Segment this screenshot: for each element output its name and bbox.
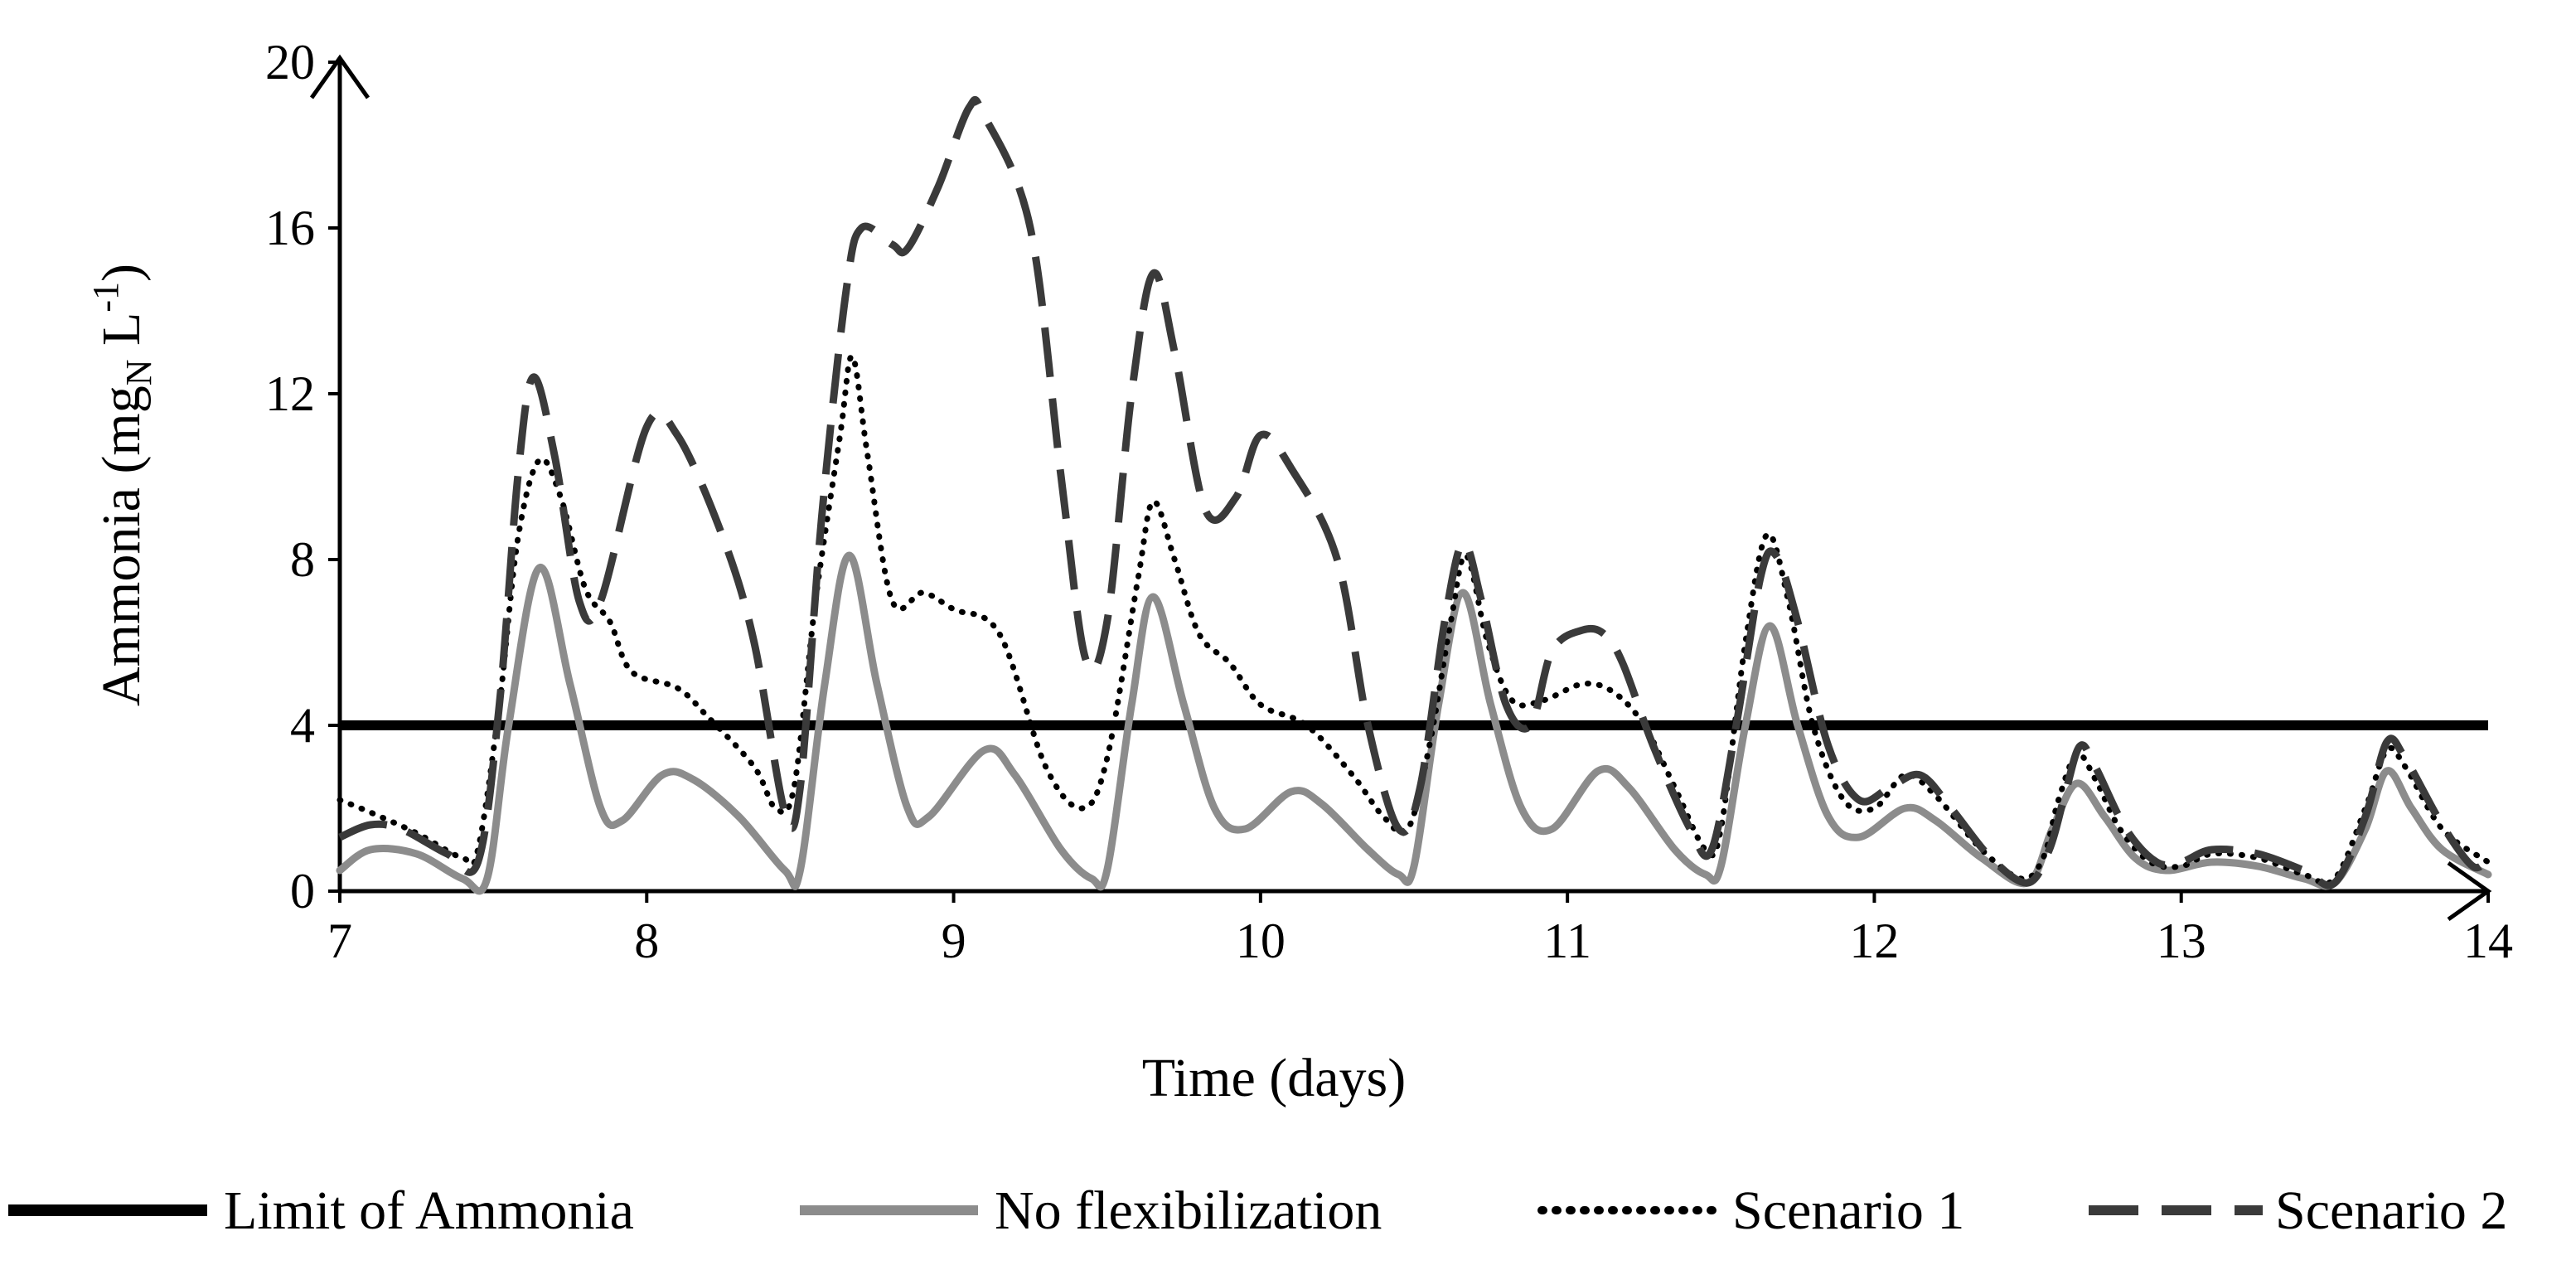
y-tick-label: 12: [265, 366, 315, 421]
x-tick-label: 14: [2463, 914, 2513, 968]
series-scenario-2: [338, 96, 2491, 889]
y-axis-title-unit: L: [91, 313, 152, 360]
y-axis-title-close: ): [91, 264, 152, 282]
x-tick-label: 10: [1236, 914, 1286, 968]
x-tick-label: 13: [2157, 914, 2206, 968]
axes: [309, 54, 2492, 922]
y-axis-title-sup: -1: [85, 282, 126, 313]
y-axis-title-sub: N: [119, 359, 159, 385]
y-tick-label: 16: [265, 201, 315, 255]
legend-label-scenario-2: Scenario 2: [2275, 1180, 2507, 1241]
x-tick-label: 12: [1849, 914, 1899, 968]
legend-item-no-flexibilization: No flexibilization: [800, 1180, 1382, 1241]
y-axis-arrow: [309, 54, 370, 99]
x-axis-title: Time (days): [1142, 1048, 1406, 1108]
x-ticks: 7 8 9 10 11 12 13 14: [327, 891, 2513, 968]
legend-item-scenario-1: Scenario 1: [1537, 1180, 1964, 1241]
y-axis-title: Ammonia (mgN L-1): [85, 264, 159, 706]
legend-label-limit: Limit of Ammonia: [224, 1180, 634, 1241]
series-layer: [336, 96, 2492, 895]
x-tick-label: 11: [1543, 914, 1591, 968]
y-ticks: 0 4 8 12 16 20: [265, 35, 340, 918]
legend-item-limit: Limit of Ammonia: [8, 1180, 634, 1241]
x-tick-label: 8: [634, 914, 659, 968]
y-tick-label: 4: [290, 698, 315, 753]
y-tick-label: 8: [290, 532, 315, 587]
y-tick-label: 0: [290, 864, 315, 918]
x-tick-label: 7: [327, 914, 352, 968]
legend-label-scenario-1: Scenario 1: [1732, 1180, 1964, 1241]
legend-label-no-flexibilization: No flexibilization: [995, 1180, 1382, 1241]
legend-item-scenario-2: Scenario 2: [2089, 1180, 2507, 1241]
legend: Limit of Ammonia No flexibilization Scen…: [8, 1180, 2507, 1241]
x-tick-label: 9: [942, 914, 966, 968]
y-tick-label: 20: [265, 35, 315, 90]
series-scenario-1: [337, 353, 2491, 886]
y-axis-title-main: Ammonia (mg: [91, 385, 152, 706]
